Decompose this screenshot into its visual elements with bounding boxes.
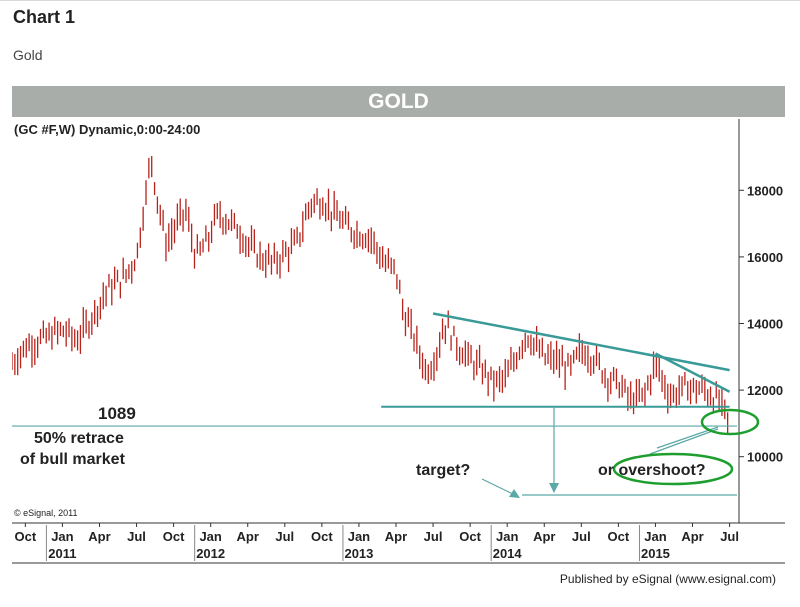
x-tick-label: Jul xyxy=(127,529,146,544)
x-tick-label: Apr xyxy=(681,529,703,544)
upper-trendline xyxy=(432,312,730,372)
x-tick-label: Jan xyxy=(199,529,221,544)
y-tick-label: 18000 xyxy=(747,183,783,198)
x-tick-label: Jan xyxy=(348,529,370,544)
x-year-label: 2013 xyxy=(344,546,373,561)
price-bars xyxy=(12,156,729,434)
y-tick-label: 14000 xyxy=(747,317,783,332)
target-arrowhead xyxy=(509,489,520,498)
overshoot-label: or overshoot? xyxy=(598,462,706,479)
overshoot-arrow-2 xyxy=(649,428,719,455)
x-tick-label: Jan xyxy=(496,529,518,544)
x-tick-label: Jul xyxy=(424,529,443,544)
x-tick-label: Oct xyxy=(459,529,481,544)
x-tick-label: Jul xyxy=(572,529,591,544)
copyright-label: © eSignal, 2011 xyxy=(14,508,78,518)
gold-chart: (GC #F,W) Dynamic,0:00-24:00 10000 12000 14… xyxy=(12,119,785,586)
x-tick-label: Apr xyxy=(385,529,407,544)
current-price-ellipse xyxy=(700,408,760,436)
chart-subtitle: (GC #F,W) Dynamic,0:00-24:00 xyxy=(14,122,200,137)
x-year-label: 2014 xyxy=(493,546,523,561)
x-tick-label: Apr xyxy=(237,529,259,544)
page-subtitle: Gold xyxy=(13,47,43,63)
x-tick-label: Apr xyxy=(88,529,110,544)
x-year-label: 2011 xyxy=(48,546,76,561)
x-year-label: 2012 xyxy=(196,546,225,561)
retrace-label-line2: of bull market xyxy=(20,451,126,468)
measured-move-arrowhead xyxy=(549,482,559,493)
y-tick-label: 10000 xyxy=(747,450,783,465)
target-arrow xyxy=(481,478,518,497)
x-tick-label: Apr xyxy=(533,529,555,544)
x-tick-label: Oct xyxy=(15,529,37,544)
level-label: 1089 xyxy=(98,404,136,423)
x-year-label: 2015 xyxy=(641,546,670,561)
top-divider xyxy=(0,0,800,1)
steeper-trendline xyxy=(654,352,731,393)
x-tick-label: Jul xyxy=(275,529,294,544)
x-tick-label: Oct xyxy=(311,529,333,544)
x-tick-label: Oct xyxy=(163,529,185,544)
overshoot-ellipse xyxy=(612,452,734,486)
x-tick-label: Jul xyxy=(720,529,739,544)
retrace-label-line1: 50% retrace xyxy=(34,430,124,447)
x-tick-label: Oct xyxy=(608,529,630,544)
x-tick-label: Jan xyxy=(51,529,73,544)
x-tick-label: Jan xyxy=(644,529,666,544)
chart-frame: GOLD (GC #F,W) Dynamic,0:00-24:00 10000 12… xyxy=(12,86,785,591)
chart-title: GOLD xyxy=(12,86,785,117)
published-by-label: Published by eSignal (www.esignal.com) xyxy=(560,572,776,586)
y-tick-label: 16000 xyxy=(747,250,783,265)
page-title: Chart 1 xyxy=(13,7,76,27)
target-label: target? xyxy=(416,462,470,479)
y-tick-label: 12000 xyxy=(747,383,783,398)
